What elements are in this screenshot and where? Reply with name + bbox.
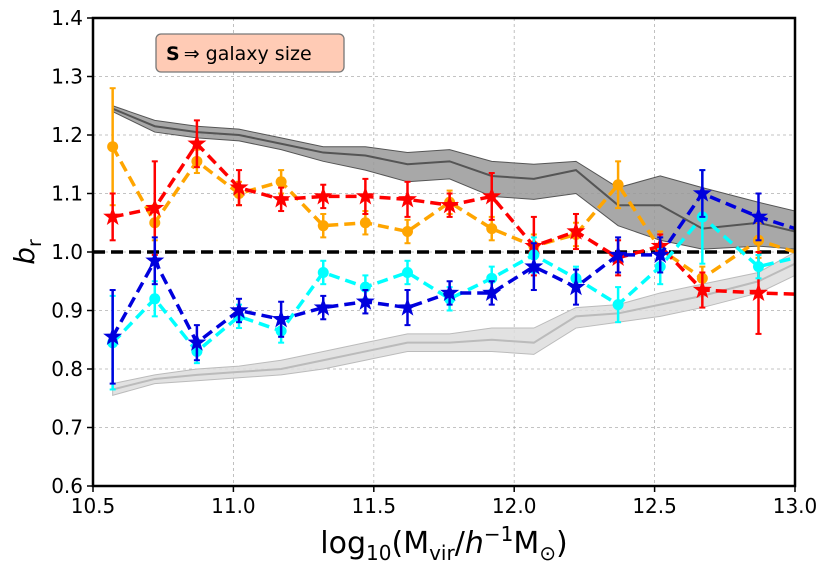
y-label-sub: r bbox=[24, 239, 46, 247]
x-axis-label: log10(Mvir/h−1M⊙) bbox=[320, 522, 567, 565]
y-tick-label: 1.1 bbox=[51, 182, 83, 206]
x-label-close: ) bbox=[556, 526, 568, 561]
red-point bbox=[271, 189, 291, 208]
annotation-text: S ⇒ galaxy size bbox=[166, 43, 312, 65]
x-label-mass: (M bbox=[391, 526, 429, 561]
light-gray-band-line bbox=[112, 262, 796, 391]
axis-ticks: 10.5 11.0 11.5 12.0 12.5 13.0 0.6 0.7 0.8 0.9 1.0 1… bbox=[51, 6, 817, 518]
x-tick-label: 12.0 bbox=[492, 494, 537, 518]
series-blue bbox=[103, 169, 796, 385]
red-point bbox=[748, 282, 769, 302]
red-point bbox=[229, 177, 249, 196]
y-tick-label: 1.3 bbox=[51, 65, 83, 89]
cyan-point bbox=[752, 261, 764, 273]
red-point bbox=[103, 206, 123, 225]
blue-point bbox=[313, 297, 333, 316]
annotation-label: galaxy size bbox=[200, 43, 312, 65]
x-label-slash: / bbox=[455, 526, 466, 561]
red-point bbox=[482, 186, 502, 205]
blue-point bbox=[103, 326, 123, 345]
y-tick-label: 1.0 bbox=[51, 240, 83, 264]
blue-point bbox=[271, 309, 291, 328]
annotation-bold: S bbox=[166, 43, 180, 65]
orange-series-line bbox=[111, 145, 796, 281]
blue-point bbox=[566, 277, 586, 296]
red-point bbox=[397, 189, 418, 208]
y-tick-label: 1.4 bbox=[51, 6, 83, 30]
x-tick-label: 12.5 bbox=[632, 494, 677, 518]
blue-point bbox=[650, 244, 670, 264]
x-label-log: log bbox=[320, 526, 366, 561]
dark-gray-band-line bbox=[112, 107, 796, 233]
y-tick-label: 0.6 bbox=[51, 474, 83, 498]
x-label-h: h bbox=[465, 526, 484, 561]
red-point bbox=[355, 186, 375, 205]
x-tick-label: 11.0 bbox=[211, 494, 256, 518]
x-label-vir: vir bbox=[429, 541, 455, 565]
red-point bbox=[440, 195, 460, 214]
x-label-exponent: −1 bbox=[484, 522, 513, 546]
y-label-main: b bbox=[8, 247, 41, 265]
orange-point bbox=[401, 226, 413, 238]
blue-point bbox=[692, 183, 712, 202]
y-axis-label: br bbox=[8, 239, 46, 265]
x-label-sun-symbol: ⊙ bbox=[539, 541, 556, 565]
data-series bbox=[103, 87, 796, 391]
blue-point bbox=[748, 206, 769, 225]
blue-point bbox=[608, 244, 628, 264]
orange-point bbox=[107, 141, 119, 153]
cyan-point bbox=[317, 266, 329, 278]
cyan-point bbox=[612, 299, 624, 311]
blue-point bbox=[524, 256, 544, 275]
annotation-box: S ⇒ galaxy size bbox=[155, 33, 345, 73]
red-point bbox=[187, 133, 207, 152]
cyan-point bbox=[149, 293, 161, 305]
x-tick-label: 13.0 bbox=[773, 494, 818, 518]
orange-point bbox=[317, 220, 329, 232]
orange-point bbox=[275, 176, 287, 188]
cyan-point bbox=[401, 266, 413, 278]
orange-point bbox=[359, 217, 371, 229]
red-point bbox=[566, 221, 586, 240]
annotation-arrow: ⇒ bbox=[184, 43, 200, 65]
x-tick-label: 10.5 bbox=[71, 494, 116, 518]
red-point bbox=[313, 186, 333, 205]
x-label-msun: M bbox=[513, 526, 539, 561]
y-tick-label: 0.7 bbox=[51, 416, 83, 440]
y-tick-label: 0.8 bbox=[51, 357, 83, 381]
blue-point bbox=[440, 282, 460, 302]
blue-point bbox=[187, 332, 207, 351]
x-tick-label: 11.5 bbox=[352, 494, 397, 518]
annotation-background bbox=[155, 33, 345, 73]
blue-point bbox=[397, 297, 418, 316]
blue-point bbox=[229, 300, 249, 319]
blue-point bbox=[355, 291, 375, 310]
blue-point bbox=[482, 282, 502, 302]
red-point bbox=[692, 280, 712, 299]
x-label-log-base: 10 bbox=[366, 541, 391, 565]
blue-point bbox=[145, 250, 165, 269]
y-tick-label: 1.2 bbox=[51, 123, 83, 147]
red-point bbox=[145, 198, 165, 217]
y-tick-label: 0.9 bbox=[51, 299, 83, 323]
orange-point bbox=[612, 179, 624, 191]
orange-point bbox=[486, 223, 498, 235]
